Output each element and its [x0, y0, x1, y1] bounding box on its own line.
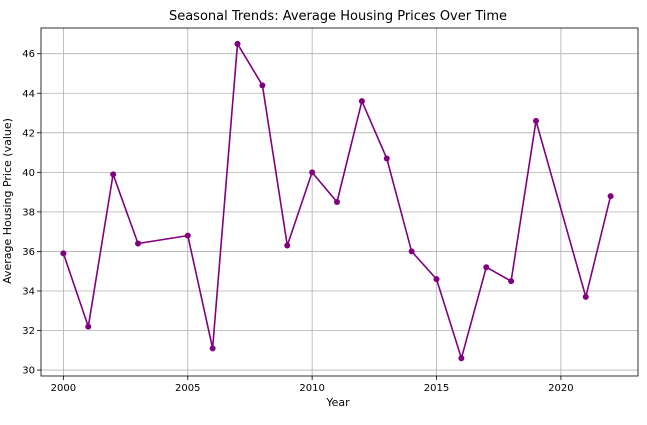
data-point [408, 248, 415, 255]
data-point [284, 242, 291, 249]
data-point [458, 355, 465, 362]
data-point [533, 117, 540, 124]
data-point [85, 323, 92, 330]
data-point [234, 40, 241, 47]
y-axis-label: Average Housing Price (value) [1, 118, 14, 284]
data-point [508, 278, 515, 285]
data-point [259, 82, 266, 89]
y-tick-label: 42 [22, 128, 35, 139]
x-tick-label: 2010 [299, 383, 324, 394]
data-point [483, 264, 490, 271]
chart-title: Seasonal Trends: Average Housing Prices … [169, 9, 507, 24]
y-tick-label: 34 [22, 286, 35, 297]
data-point [433, 276, 440, 283]
x-tick-label: 2015 [424, 383, 449, 394]
y-tick-label: 40 [22, 168, 35, 179]
data-point [309, 169, 316, 176]
x-tick-label: 2005 [175, 383, 200, 394]
y-tick-label: 44 [22, 89, 35, 100]
data-point [607, 193, 614, 200]
y-tick-label: 36 [22, 247, 35, 258]
y-tick-label: 38 [22, 207, 35, 218]
data-point [135, 240, 142, 247]
data-point [334, 199, 341, 205]
y-tick-label: 46 [22, 49, 35, 60]
series-points [60, 40, 614, 362]
data-point [110, 171, 117, 178]
plot-area-frame [40, 27, 639, 377]
data-point [60, 250, 67, 257]
data-point [582, 293, 589, 300]
data-point [383, 155, 390, 162]
grid [41, 28, 638, 376]
data-point [184, 232, 191, 239]
x-tick-label: 2000 [51, 383, 76, 394]
y-tick-label: 32 [22, 326, 35, 337]
x-tick-label: 2020 [548, 383, 573, 394]
data-point [358, 98, 365, 105]
x-axis-label: Year [325, 396, 350, 409]
data-point [209, 345, 216, 352]
axis-ticks: 2000 2005 2010 2015 2020 30 32 34 36 38 40 42 44 46 [22, 49, 573, 394]
y-tick-label: 30 [22, 366, 35, 377]
